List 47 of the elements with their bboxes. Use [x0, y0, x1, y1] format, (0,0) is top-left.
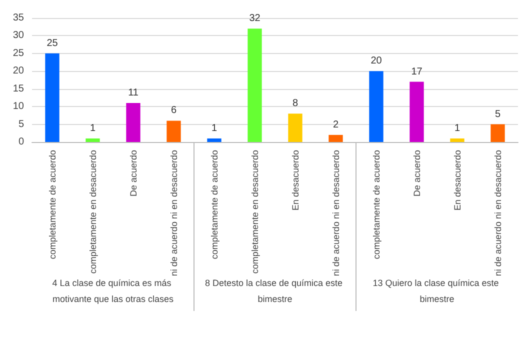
x-tick-label: completamente de acuerdo [209, 150, 220, 260]
bar [248, 28, 262, 142]
bar [369, 71, 384, 142]
text: 4 La clase de química es más motivante que las otras clases [52, 278, 174, 304]
x-tick-label: completamente de acuerdo [47, 150, 58, 260]
x-tick-label: completamente en desacuerdo [88, 150, 98, 274]
data-label: 20 [370, 56, 382, 67]
y-tick-label: 15 [12, 83, 24, 94]
bar [288, 114, 302, 142]
bar [410, 82, 424, 142]
y-tick-label: 0 [18, 136, 24, 148]
data-label: 17 [411, 66, 423, 78]
text: 13 Quiero la clase química este bimestre [372, 278, 502, 304]
y-tick-label: 10 [12, 101, 24, 112]
x-tick-label: En desacuerdo [290, 150, 300, 211]
y-tick-label: 35 [12, 12, 24, 24]
bar [45, 53, 60, 142]
data-label: 1 [211, 122, 218, 134]
x-tick-label: En desacuerdo [452, 150, 462, 211]
data-label: 2 [332, 119, 339, 130]
text: 8 Detesto la clase de química este bimestre [204, 278, 346, 304]
bar [126, 103, 140, 142]
y-tick-label: 20 [12, 66, 24, 77]
x-tick-label: ni de acuerdo ni en desacuerdo [492, 150, 503, 276]
x-tick-label: De acuerdo [128, 150, 138, 197]
bar [86, 138, 100, 142]
bar [166, 120, 181, 142]
x-tick-label: De acuerdo [412, 150, 422, 197]
x-tick-label: completamente en desacuerdo [250, 150, 260, 274]
y-tick-label: 5 [18, 118, 24, 130]
y-tick-label: 25 [12, 48, 24, 59]
data-label: 1 [90, 122, 96, 134]
x-tick-label: ni de acuerdo ni en desacuerdo [330, 150, 341, 276]
bar [490, 124, 505, 142]
data-label: 11 [128, 88, 139, 99]
bar [450, 138, 464, 142]
bar [207, 138, 222, 142]
y-tick-label: 30 [12, 30, 24, 42]
x-tick-label: completamente de acuerdo [371, 150, 382, 260]
data-label: 25 [46, 38, 58, 49]
data-label: 5 [494, 108, 501, 120]
data-label: 6 [170, 105, 177, 116]
bar [328, 134, 343, 142]
x-tick-label: ni de acuerdo ni en desacuerdo [168, 150, 179, 276]
data-label: 1 [454, 122, 460, 134]
data-label: 8 [292, 98, 298, 110]
data-label: 32 [249, 13, 261, 24]
